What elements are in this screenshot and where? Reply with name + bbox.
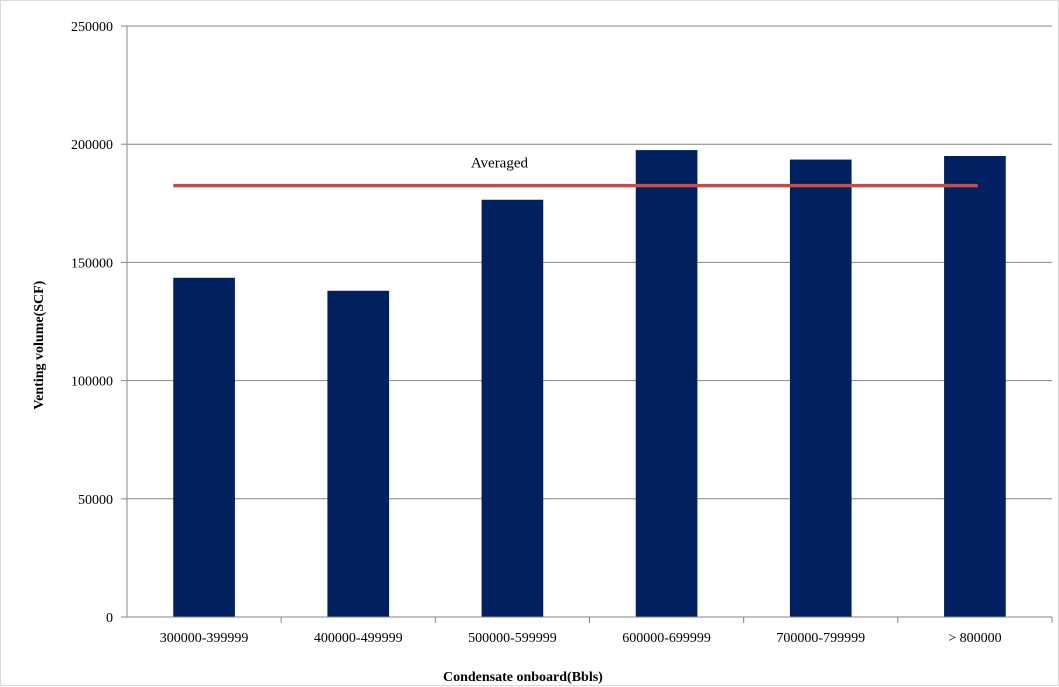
y-tick-label: 250000 (71, 20, 113, 35)
y-tick-label: 150000 (71, 256, 113, 271)
y-tick-label: 0 (106, 611, 113, 626)
y-axis-title: Venting volume(SCF) (32, 280, 47, 409)
x-axis-title: Condensate onboard(Bbls) (443, 670, 603, 685)
average-line-label: Averaged (471, 156, 529, 172)
bar (327, 290, 390, 617)
bar (173, 277, 235, 617)
bar (481, 199, 544, 617)
x-tick-label: 600000-699999 (622, 631, 711, 646)
bars (173, 150, 1006, 618)
x-tick-label: > 800000 (948, 631, 1001, 646)
y-tick-label: 50000 (78, 493, 113, 508)
x-tick-label: 300000-399999 (160, 631, 249, 646)
x-tick-label: 400000-499999 (314, 631, 403, 646)
x-tick-label: 500000-599999 (468, 631, 557, 646)
bar (635, 150, 698, 618)
average-line-group: Averaged (173, 156, 978, 188)
x-tick-label: 700000-799999 (776, 631, 865, 646)
gridlines (127, 25, 1052, 500)
y-tick-label: 100000 (71, 375, 113, 390)
tick-labels: 0 50000 100000 150000 200000 250000 300000-399… (71, 20, 1002, 646)
bar (789, 159, 852, 618)
bar (944, 156, 1006, 617)
axes (121, 25, 1053, 623)
y-tick-label: 200000 (71, 138, 113, 153)
